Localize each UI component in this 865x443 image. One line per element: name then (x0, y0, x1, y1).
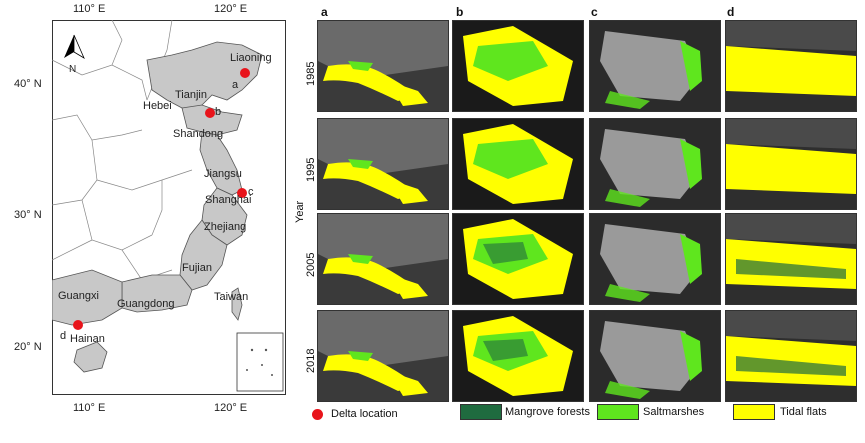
site-label-b: b (215, 106, 222, 118)
province-guangxi: Guangxi (58, 290, 99, 302)
lon-tick-top-120: 120° E (214, 3, 248, 15)
legend-delta-location: Delta location (331, 408, 398, 420)
province-tianjin: Tianjin (175, 89, 207, 101)
tile-c-2005 (589, 213, 721, 305)
liaoning-hebei-region (146, 41, 263, 113)
column-label-a: a (321, 5, 328, 19)
province-taiwan: Taiwan (214, 291, 249, 303)
column-label-c: c (591, 5, 598, 19)
tile-c-1985 (589, 20, 721, 112)
site-marker-d (73, 320, 83, 330)
site-marker-a (240, 68, 250, 78)
site-marker-b (205, 108, 215, 118)
site-label-d: d (60, 330, 67, 342)
tile-b-2018 (452, 310, 584, 402)
province-hainan: Hainan (70, 333, 105, 345)
column-label-d: d (727, 5, 735, 19)
legend-swatch-tidal-flats (733, 404, 775, 420)
site-label-c: c (248, 186, 254, 198)
province-hebei: Hebei (143, 100, 172, 112)
taiwan-region (231, 287, 243, 321)
lat-tick-20: 20° N (14, 341, 42, 353)
legend-swatch-saltmarsh (597, 404, 639, 420)
north-arrow-icon (64, 34, 85, 59)
site-label-a: a (232, 79, 239, 91)
tile-b-1995 (452, 118, 584, 210)
legend-tidal-flats: Tidal flats (780, 406, 827, 418)
guangdong-region (121, 274, 193, 313)
tile-d-2005 (725, 213, 857, 305)
lat-tick-30: 30° N (14, 209, 42, 221)
map-svg (51, 19, 286, 395)
tile-a-2005 (317, 213, 449, 305)
legend-saltmarsh: Saltmarshes (643, 406, 705, 418)
lon-tick-top-110: 110° E (73, 3, 106, 15)
north-label: N (69, 64, 77, 75)
fujian-region (179, 219, 228, 291)
tile-a-1995 (317, 118, 449, 210)
province-shanghai: Shanghai (205, 194, 252, 206)
legend-mangrove: Mangrove forests (505, 406, 590, 418)
legend-swatch-mangrove (460, 404, 502, 420)
shandong-region (181, 104, 243, 136)
lon-tick-bottom-110: 110° E (73, 402, 106, 414)
tile-d-2018 (725, 310, 857, 402)
china-map (51, 19, 286, 395)
tile-b-1985 (452, 20, 584, 112)
site-marker-c (237, 188, 247, 198)
year-axis-title: Year (294, 200, 306, 223)
hainan-region (73, 341, 108, 373)
inset-box (236, 332, 284, 392)
row-label-2005: 2005 (305, 252, 317, 277)
jiangsu-region (199, 131, 243, 196)
tile-c-2018 (589, 310, 721, 402)
tile-a-2018 (317, 310, 449, 402)
province-shandong: Shandong (173, 128, 224, 140)
row-label-2018: 2018 (305, 348, 317, 373)
delta-location-marker (312, 409, 323, 420)
province-liaoning: Liaoning (230, 52, 272, 64)
lon-tick-bottom-120: 120° E (214, 402, 248, 414)
tile-d-1985 (725, 20, 857, 112)
row-label-1985: 1985 (305, 61, 317, 86)
guangxi-region (51, 269, 123, 326)
province-jiangsu: Jiangsu (204, 168, 242, 180)
tile-d-1995 (725, 118, 857, 210)
province-zhejiang: Zhejiang (204, 221, 247, 233)
lat-tick-40: 40° N (14, 78, 42, 90)
row-label-1995: 1995 (305, 157, 317, 182)
province-fujian: Fujian (182, 262, 212, 274)
tile-b-2005 (452, 213, 584, 305)
column-label-b: b (456, 5, 464, 19)
tile-a-1985 (317, 20, 449, 112)
province-guangdong: Guangdong (117, 298, 175, 310)
tile-c-1995 (589, 118, 721, 210)
